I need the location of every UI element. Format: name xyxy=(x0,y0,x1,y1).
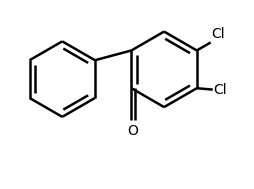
Text: Cl: Cl xyxy=(210,27,224,41)
Text: O: O xyxy=(127,124,138,138)
Text: Cl: Cl xyxy=(213,83,226,97)
